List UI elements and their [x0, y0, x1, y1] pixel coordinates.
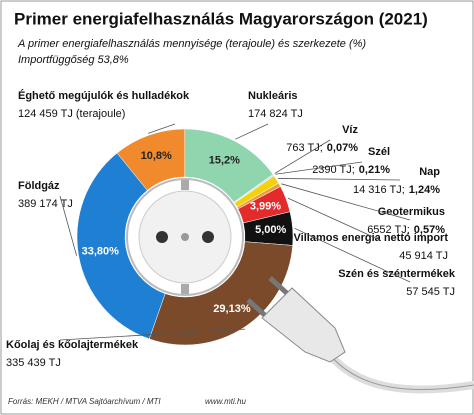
source: Forrás: MEKH / MTVA Sajtóarchívum / MTI [8, 397, 161, 406]
segment-name: Villamos energia nettó import [294, 232, 449, 244]
subtitle: Importfüggőség 53,8% [18, 54, 129, 66]
website: www.mti.hu [205, 397, 246, 406]
plug [246, 276, 474, 394]
donut-segment [76, 152, 166, 340]
callout-line [59, 328, 246, 341]
callout-line [294, 227, 411, 283]
segment-name: Nap [419, 166, 440, 178]
amount-label: 2390 TJ; 0,21% [312, 164, 390, 176]
segment-name: Éghető megújulók és hulladékok [18, 89, 190, 102]
segment-name: Kőolaj és kőolajtermékek [6, 339, 139, 351]
value-label: 1,24% [409, 184, 440, 196]
donut-segment [148, 241, 293, 346]
amount-label: 174 824 TJ [248, 108, 303, 120]
callout-line [274, 139, 331, 174]
callout-line [59, 195, 78, 256]
socket [126, 178, 244, 296]
amount-label: 14 316 TJ; 1,24% [353, 184, 440, 196]
value-label: 15,2% [209, 154, 240, 166]
chart-title: Primer energiafelhasználás Magyarországo… [14, 9, 428, 28]
amount-label: 124 459 TJ (terajoule) [18, 108, 125, 120]
subtitle: A primer energiafelhasználás mennyisége … [17, 38, 366, 50]
value-label: 0,57% [414, 224, 445, 236]
value-label: 10,8% [141, 150, 172, 162]
donut: 10,8% 15,2% 3,99% 5,00% 29,13% 33,80% [76, 128, 294, 346]
value-label: 3,99% [250, 201, 281, 213]
amount-text: 14 316 TJ; [353, 184, 405, 196]
value-label: 0,21% [359, 164, 390, 176]
value-label: 33,80% [82, 246, 120, 258]
callout-line [235, 123, 269, 140]
value-label: 5,00% [255, 224, 286, 236]
callout-line [281, 183, 411, 221]
segment-name: Nukleáris [248, 90, 298, 102]
callout-line [287, 197, 381, 241]
amount-label: 57 545 TJ [406, 286, 455, 298]
segment-name: Szél [368, 146, 390, 158]
amount-text: 2390 TJ; [312, 164, 355, 176]
amount-text: 763 TJ; [286, 142, 323, 154]
amount-label: 389 174 TJ [18, 198, 73, 210]
amount-text: 6552 TJ; [367, 224, 410, 236]
value-label: 29,13% [213, 303, 251, 315]
amount-label: 763 TJ; 0,07% [286, 142, 358, 154]
segment-name: Földgáz [18, 180, 60, 192]
segment-name: Szén és széntermékek [338, 268, 456, 280]
amount-label: 6552 TJ; 0,57% [367, 224, 445, 236]
callout-line [278, 178, 401, 181]
value-label: 0,07% [327, 142, 358, 154]
amount-label: 335 439 TJ [6, 357, 61, 369]
segment-name: Víz [342, 124, 358, 136]
amount-label: 45 914 TJ [399, 250, 448, 262]
callout-line [148, 123, 176, 134]
callout-line [275, 161, 363, 175]
segment-name: Geotermikus [378, 206, 445, 218]
